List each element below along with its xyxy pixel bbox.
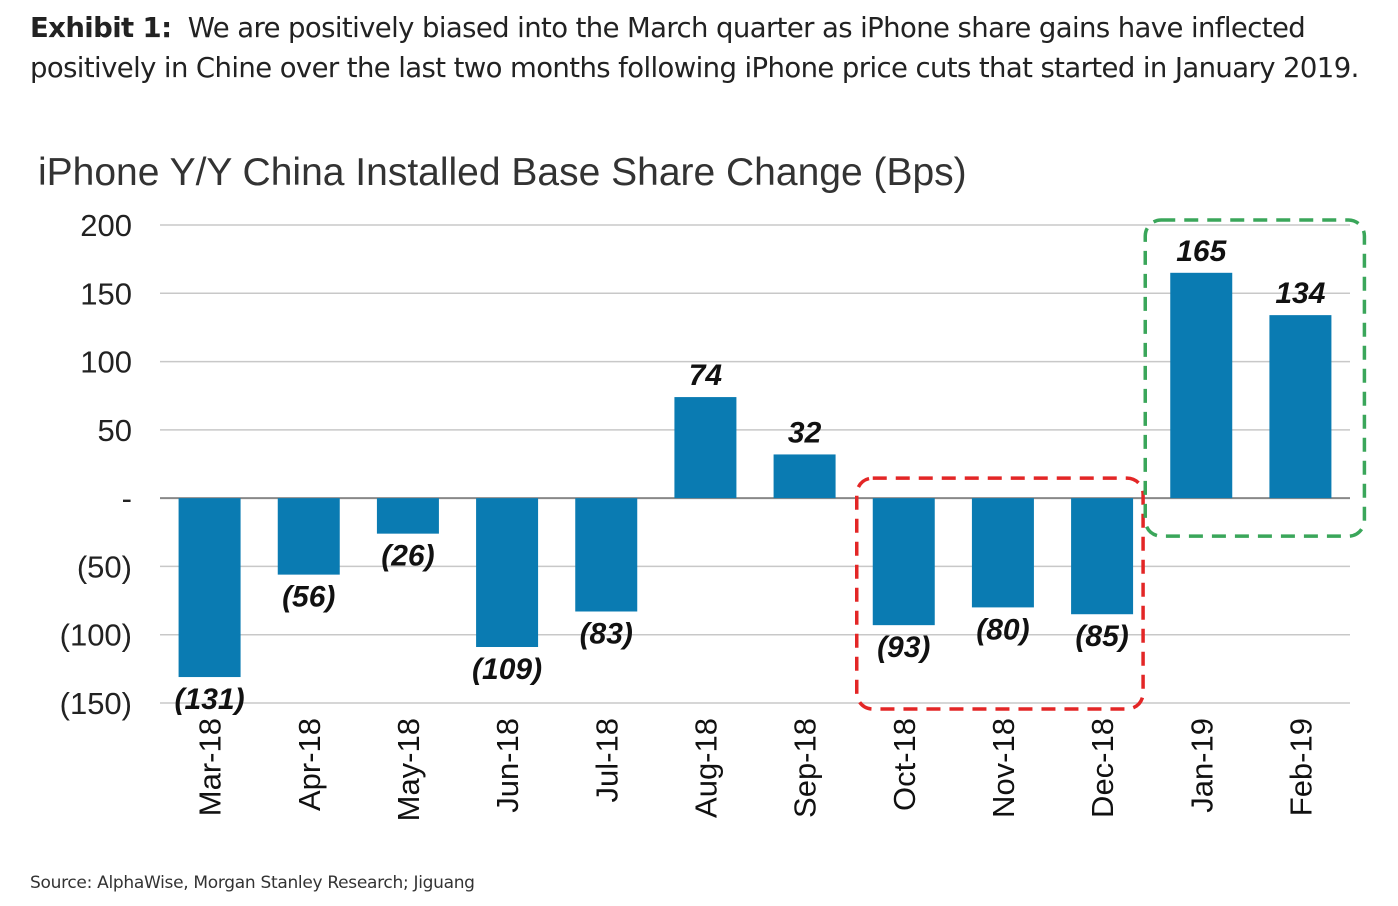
x-tick-label: Feb-19 [1283,718,1318,816]
data-label: (56) [282,581,335,614]
bars [178,272,1332,678]
bar [376,498,439,534]
x-tick-label: Mar-18 [193,718,228,816]
bar [1170,272,1233,499]
chart-title: iPhone Y/Y China Installed Base Share Ch… [38,151,967,194]
x-tick-label: May-18 [391,718,426,821]
x-tick-label: Jan-19 [1184,718,1219,813]
y-tick-label: 150 [80,276,132,311]
exhibit-text: We are positively biased into the March … [30,12,1359,84]
data-label: (93) [877,631,930,664]
data-label: (83) [580,617,633,650]
bar [178,498,241,678]
bar [674,397,737,499]
x-tick-label: Apr-18 [292,718,327,811]
red-highlight-box [855,476,1145,711]
data-label: (85) [1075,620,1128,653]
source-note: Source: AlphaWise, Morgan Stanley Resear… [30,873,475,893]
highlight-boxes [855,218,1367,711]
bar [971,498,1034,608]
y-tick-label: 200 [80,208,132,243]
data-label: (131) [175,683,245,716]
data-labels: (131) (56) (26) (109) (83) 74 32 (93) (80) (85) 16… [175,235,1326,716]
x-tick-label: Dec-18 [1085,718,1120,818]
data-label: 32 [788,416,822,449]
x-tick-label: Jun-18 [490,718,525,813]
data-label: (26) [381,540,434,573]
data-label: 134 [1275,277,1325,310]
bar [1269,315,1332,499]
x-axis-ticks: Mar-18 Apr-18 May-18 Jun-18 Jul-18 Aug-18 Sep-… [193,718,1319,821]
exhibit-caption: Exhibit 1: We are positively biased into… [30,8,1360,88]
bar [773,454,836,499]
data-label: (80) [976,613,1029,646]
green-highlight-box [1143,218,1367,538]
bar [476,498,539,648]
gridlines [160,224,1350,704]
y-tick-label: 100 [80,345,132,380]
x-tick-label: Jul-18 [589,718,624,802]
y-tick-label: (100) [60,618,132,653]
y-axis-ticks: 200 150 100 50 - (50) (100) (150) [60,208,132,721]
x-tick-label: Sep-18 [788,718,823,818]
data-label: (109) [472,653,542,686]
x-tick-label: Nov-18 [986,718,1021,818]
x-tick-label: Aug-18 [688,718,723,818]
bar [575,498,638,612]
y-tick-label: (50) [77,549,132,584]
exhibit-label: Exhibit 1: [30,12,172,44]
bar [277,498,340,575]
bar [872,498,935,626]
x-tick-label: Oct-18 [887,718,922,811]
y-tick-label: (150) [60,686,132,721]
data-label: 165 [1176,235,1227,268]
y-tick-label: 50 [98,413,132,448]
bar-chart: iPhone Y/Y China Installed Base Share Ch… [38,151,1367,821]
data-label: 74 [689,359,723,392]
y-tick-label: - [122,481,132,516]
bar [1071,498,1134,615]
